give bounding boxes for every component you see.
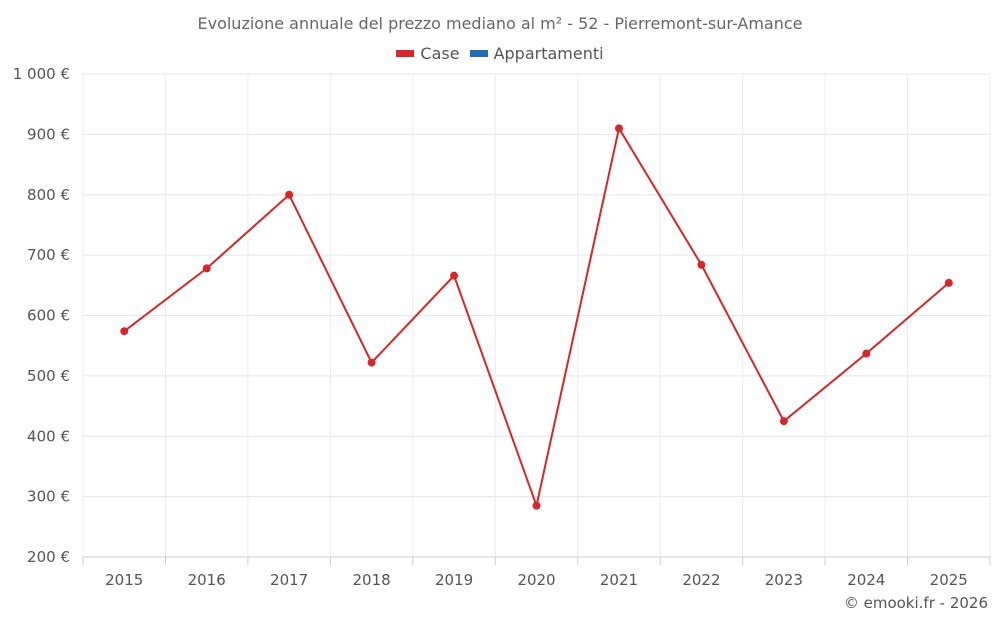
data-point xyxy=(202,264,211,273)
legend-swatch-case xyxy=(396,50,415,57)
data-point xyxy=(532,501,541,510)
data-point xyxy=(944,278,953,287)
x-tick-label: 2023 xyxy=(765,571,803,589)
legend-label-case: Case xyxy=(420,44,460,63)
y-tick-label: 500 € xyxy=(27,367,70,385)
x-tick-label: 2018 xyxy=(352,571,390,589)
legend-item-appartamenti[interactable]: Appartamenti xyxy=(469,44,604,63)
y-tick-label: 800 € xyxy=(27,186,70,204)
x-tick-label: 2017 xyxy=(270,571,308,589)
data-point xyxy=(120,327,129,336)
data-point xyxy=(450,271,459,280)
data-point xyxy=(285,190,294,199)
y-tick-label: 300 € xyxy=(27,488,70,506)
legend-label-appartamenti: Appartamenti xyxy=(493,44,604,63)
y-tick-label: 700 € xyxy=(27,246,70,264)
data-point xyxy=(697,260,706,269)
y-tick-label: 200 € xyxy=(27,548,70,566)
data-point xyxy=(862,349,871,358)
x-tick-label: 2019 xyxy=(435,571,473,589)
x-tick-label: 2015 xyxy=(105,571,143,589)
y-tick-label: 400 € xyxy=(27,427,70,445)
data-point xyxy=(614,124,623,133)
y-tick-label: 600 € xyxy=(27,307,70,325)
x-tick-label: 2025 xyxy=(930,571,968,589)
x-tick-label: 2021 xyxy=(600,571,638,589)
legend-item-case[interactable]: Case xyxy=(396,44,460,63)
x-tick-label: 2024 xyxy=(847,571,885,589)
x-tick-label: 2020 xyxy=(517,571,555,589)
x-tick-label: 2016 xyxy=(188,571,226,589)
chart-title: Evoluzione annuale del prezzo mediano al… xyxy=(197,14,803,33)
data-point xyxy=(367,358,376,367)
y-tick-label: 900 € xyxy=(27,125,70,143)
legend: Case Appartamenti xyxy=(0,44,1000,63)
legend-swatch-appartamenti xyxy=(469,50,488,57)
x-tick-label: 2022 xyxy=(682,571,720,589)
y-tick-label: 1 000 € xyxy=(13,65,70,83)
data-point xyxy=(779,417,788,426)
credit-text: © emooki.fr - 2026 xyxy=(843,594,988,612)
